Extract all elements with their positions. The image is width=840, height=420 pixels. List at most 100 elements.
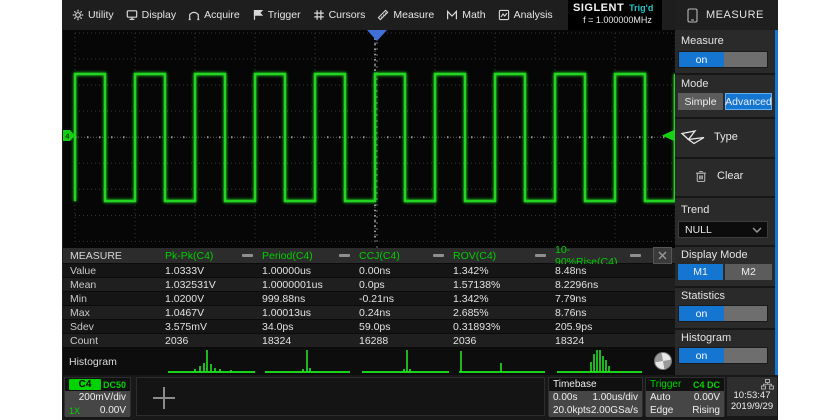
crosshair-icon [163, 387, 165, 409]
type-menu-row[interactable]: Type [675, 123, 775, 151]
table-filler [650, 320, 675, 334]
measure-panel-header: MEASURE [675, 0, 778, 30]
analysis-icon [498, 9, 509, 21]
channel-probe: 1X [69, 405, 81, 416]
menu-acquire[interactable]: Acquire [188, 9, 240, 21]
table-filler [650, 334, 675, 348]
stat-row-label: Mean [63, 278, 165, 292]
menu-label: Acquire [204, 9, 240, 21]
measurement-value: 1.342% [453, 264, 555, 278]
trend-section-label: Trend [681, 204, 710, 216]
remove-measurement-icon[interactable] [242, 254, 253, 257]
clear-menu-row[interactable]: Clear [675, 164, 775, 188]
menu-analysis[interactable]: Analysis [498, 9, 553, 21]
trigger-delay-marker[interactable] [367, 30, 387, 41]
menu-math[interactable]: Math [446, 9, 486, 21]
brand-block: SIGLENT Trig'd f = 1.000000MHz [568, 0, 662, 30]
channel-coupling: DC50 [102, 379, 126, 390]
menu-cursors[interactable]: Cursors [313, 9, 365, 21]
trash-icon [696, 170, 706, 182]
measure-section-label: Measure [681, 35, 724, 47]
measurement-value: 2036 [453, 334, 555, 348]
toggle-on-segment: on [679, 348, 724, 363]
timebase-delay: 0.00s [553, 392, 578, 403]
siglent-logo: SIGLENT [573, 2, 625, 14]
measurement-value: 18324 [555, 334, 650, 348]
type-label: Type [714, 131, 738, 143]
table-filler [650, 292, 675, 306]
top-menu-bar: Utility Display Acquire Trigger Cursors … [62, 0, 675, 30]
mode-advanced-button[interactable]: Advanced [725, 93, 772, 110]
histogram-strip: Histogram [63, 348, 675, 375]
menu-measure[interactable]: Measure [377, 9, 434, 21]
histogram-on-toggle[interactable]: on [678, 347, 768, 364]
measurement-value: 1.0200V [165, 292, 262, 306]
clock: 10:53:47 2019/9/29 [727, 377, 777, 416]
measure-on-toggle[interactable]: on [678, 51, 768, 68]
timebase-label: Timebase [553, 379, 597, 390]
trigger-level-marker[interactable] [662, 130, 674, 141]
channel4-offset-marker[interactable]: 4 [63, 130, 75, 141]
toggle-on-segment: on [679, 52, 724, 67]
clock-date: 2019/9/29 [730, 401, 774, 412]
panel-title: MEASURE [706, 9, 764, 21]
trigger-label: Trigger [650, 379, 682, 390]
clear-label: Clear [717, 170, 744, 182]
menu-utility[interactable]: Utility [72, 9, 114, 21]
histogram-circle-button[interactable] [654, 352, 672, 370]
cursors-icon [313, 10, 324, 20]
channel-descriptor-c4[interactable]: C4 DC50 200mV/div 1X 0.00V [64, 377, 131, 417]
remove-measurement-icon[interactable] [630, 254, 641, 257]
toggle-off-segment [724, 348, 767, 363]
trend-value: NULL [685, 223, 712, 236]
display-mode-label: Display Mode [681, 249, 748, 261]
menu-display[interactable]: Display [126, 9, 176, 21]
measurement-value: 2.685% [453, 306, 555, 320]
stat-row-label: Sdev [63, 320, 165, 334]
measurement-column-header: Period(C4) [262, 248, 359, 264]
remove-measurement-icon[interactable] [535, 254, 546, 257]
mode-section-label: Mode [681, 78, 709, 90]
measurement-name: Period(C4) [262, 249, 313, 262]
measurement-value: 7.79ns [555, 292, 650, 306]
menu-label: Trigger [267, 9, 301, 21]
display-mode-m1-button[interactable]: M1 [678, 264, 723, 280]
waveform-display[interactable]: 4 [63, 30, 675, 248]
close-table-button[interactable] [653, 247, 672, 264]
measurement-value: 0.00ns [359, 264, 453, 278]
statistics-section-label: Statistics [681, 290, 726, 302]
channel4-square-wave-trace [73, 72, 675, 203]
stat-row-label: Count [63, 334, 165, 348]
stat-row-label: Min [63, 292, 165, 306]
trigger-descriptor[interactable]: Trigger C4 DC Auto 0.00V Edge Rising [645, 377, 725, 417]
display-mode-m2-button[interactable]: M2 [725, 264, 772, 280]
measurement-value: 1.00000us [262, 264, 359, 278]
measurement-table: MEASURE Pk-Pk(C4) Period(C4) CCJ(C4) ROV(C4)… [63, 244, 675, 348]
statistics-on-toggle[interactable]: on [678, 305, 768, 322]
measurement-name: Pk-Pk(C4) [165, 249, 214, 262]
histogram-plot [168, 350, 642, 373]
stat-row-label: Max [63, 306, 165, 320]
measurement-name: ROV(C4) [453, 249, 497, 262]
histogram-strip-label: Histogram [69, 356, 117, 368]
timebase-descriptor[interactable]: Timebase 0.00s 1.00us/div 20.0kpts 2.00G… [548, 377, 643, 417]
measurement-value: 3.575mV [165, 320, 262, 334]
mode-simple-button[interactable]: Simple [678, 93, 723, 110]
remove-measurement-icon[interactable] [433, 254, 444, 257]
chevron-down-icon [752, 227, 762, 233]
timebase-points: 20.0kpts [553, 405, 591, 416]
trend-dropdown[interactable]: NULL [678, 221, 768, 238]
oscilloscope-ui: Utility Display Acquire Trigger Cursors … [62, 0, 778, 420]
trigger-source: C4 DC [692, 379, 720, 390]
toggle-off-segment [724, 306, 767, 321]
table-close-cell [650, 247, 675, 264]
measurement-value: -0.21ns [359, 292, 453, 306]
type-icon [680, 129, 705, 144]
measurement-name: CCJ(C4) [359, 249, 400, 262]
menu-label: Math [462, 9, 486, 21]
measure-sidebar: Measure on Mode Simple Advanced Type Cle… [675, 30, 778, 375]
measurement-value: 34.0ps [262, 320, 359, 334]
trigger-slope: Rising [692, 405, 720, 416]
remove-measurement-icon[interactable] [339, 254, 350, 257]
menu-trigger[interactable]: Trigger [252, 9, 301, 21]
